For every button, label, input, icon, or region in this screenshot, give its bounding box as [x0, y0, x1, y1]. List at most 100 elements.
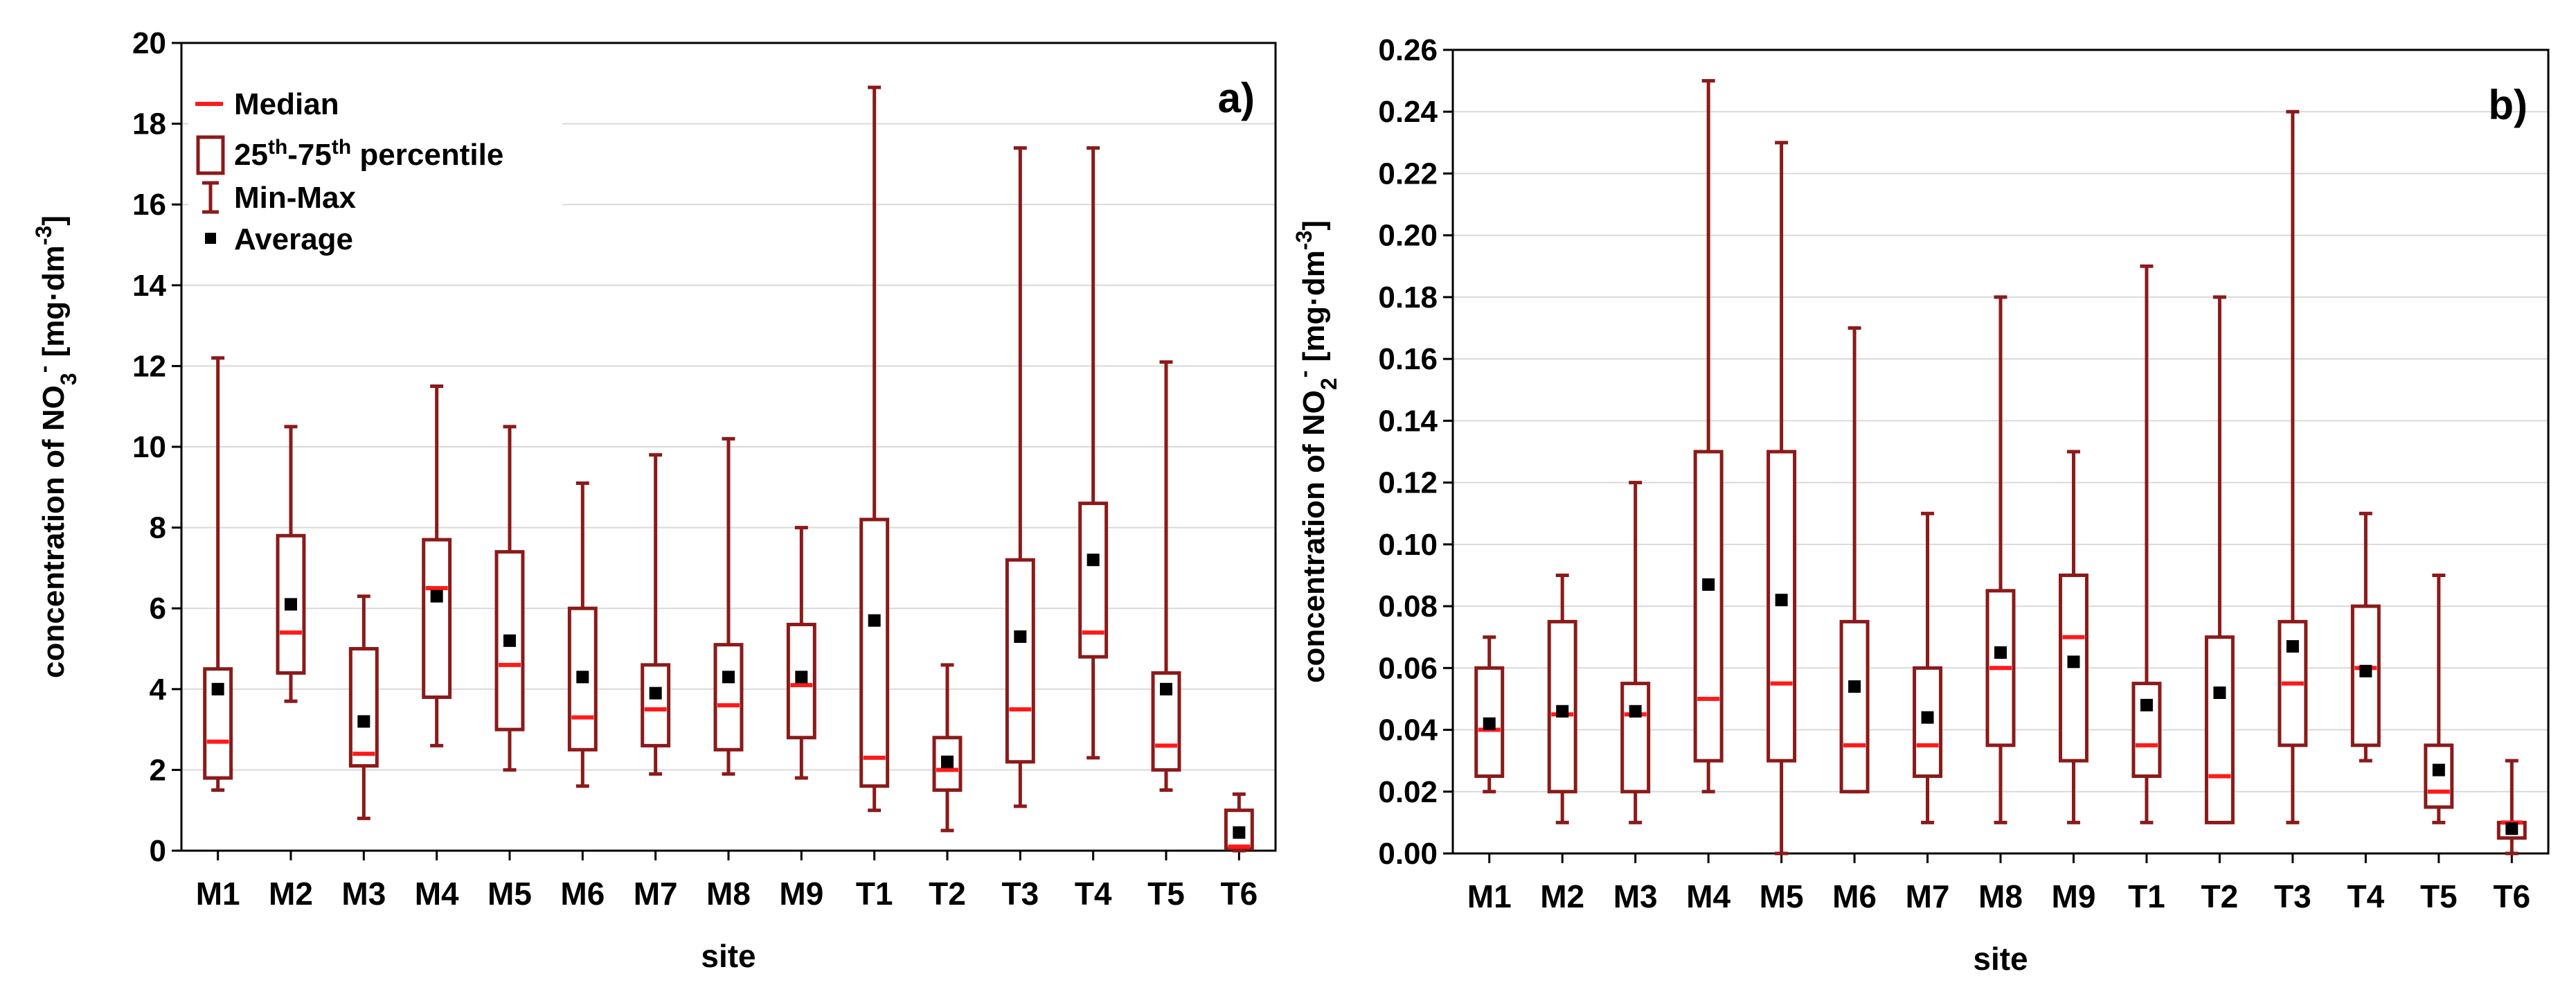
box-T6	[1224, 792, 1254, 853]
x-tick-label: M1	[1467, 878, 1512, 914]
y-tick-label: 0.16	[1378, 342, 1438, 376]
y-tick-label: 0	[150, 834, 166, 868]
legend-background	[188, 55, 562, 256]
box-T4	[2350, 511, 2381, 763]
mean-marker	[1702, 578, 1715, 591]
box-T3	[2278, 109, 2308, 824]
x-tick-label: M8	[1978, 878, 2023, 914]
x-tick-label: T1	[2128, 878, 2165, 914]
box-M5	[494, 425, 525, 772]
y-tick-label: 0.12	[1378, 466, 1438, 500]
x-tick-label: T4	[2347, 878, 2384, 914]
y-tick-label: 0.14	[1378, 404, 1438, 438]
y-tick-label: 0.22	[1378, 157, 1438, 191]
mean-marker	[2359, 664, 2372, 677]
x-tick-label: M4	[1686, 878, 1730, 914]
x-tick-label: T2	[929, 876, 966, 912]
y-tick-label: 20	[132, 26, 166, 60]
box-M1	[1474, 635, 1505, 794]
box-M4	[1693, 79, 1724, 794]
mean-marker	[211, 682, 224, 696]
iqr-box	[713, 643, 744, 752]
legend: Median 25th-75th percentile Min-Max Average	[188, 55, 562, 256]
mean-marker	[1629, 705, 1642, 718]
x-tick-label: T5	[1147, 876, 1185, 912]
y-tick-label: 0.06	[1378, 651, 1438, 685]
box-T6	[2496, 759, 2527, 856]
x-tick-label: T5	[2420, 878, 2458, 914]
y-tick-label: 0.02	[1378, 775, 1438, 809]
box-T2	[2204, 295, 2235, 824]
x-tick-label: M6	[560, 876, 605, 912]
mean-marker	[2505, 822, 2519, 835]
mean-marker	[2067, 655, 2080, 668]
box-M9	[786, 526, 816, 780]
mean-marker	[1086, 553, 1100, 567]
mean-marker	[649, 687, 662, 700]
x-tick-label: T6	[1220, 876, 1258, 912]
x-tick-label: M7	[634, 876, 678, 912]
x-tick-label: M4	[415, 876, 459, 912]
panel-label: b)	[2488, 82, 2528, 128]
y-tick-label: 4	[150, 673, 167, 707]
y-tick-label: 8	[150, 511, 166, 545]
x-tick-label: T3	[2274, 878, 2311, 914]
legend-average-swatch	[205, 233, 216, 244]
y-tick-label: 12	[132, 349, 166, 383]
mean-marker	[357, 715, 370, 728]
box-M8	[1985, 295, 2016, 824]
mean-marker	[722, 671, 735, 684]
panel-label: a)	[1218, 75, 1255, 121]
y-axis-title: concentration of NO2- [mg·dm-3]	[1291, 220, 1341, 683]
panel-b-chart: 0.00 0.02 0.04 0.06 0.08 0.10 0.12 0.14 0.16 0.18…	[1291, 33, 2550, 977]
iqr-box	[1005, 558, 1035, 764]
x-tick-label: M7	[1906, 878, 1950, 914]
x-tick-label: M5	[1760, 878, 1804, 914]
box-M5	[1766, 141, 1797, 856]
mean-marker	[1848, 680, 1861, 693]
box-M7	[641, 453, 671, 776]
x-tick-label: T2	[2201, 878, 2239, 914]
legend-box-swatch	[196, 135, 225, 175]
box-M6	[1839, 326, 1870, 794]
y-tick-label: 16	[132, 188, 166, 222]
mean-marker	[2432, 763, 2445, 777]
legend-minmax-label: Min-Max	[234, 181, 357, 215]
x-tick-label: M9	[2052, 878, 2096, 914]
box-T5	[2424, 573, 2454, 824]
mean-marker	[285, 598, 297, 611]
y-tick-label: 2	[150, 753, 166, 787]
legend-percentile-label: 25th-75th percentile	[234, 136, 503, 172]
x-tick-label: M8	[706, 876, 751, 912]
iqr-box	[2350, 604, 2381, 747]
iqr-box	[1839, 619, 1870, 794]
x-tick-label: M5	[488, 876, 532, 912]
y-tick-label: 0.04	[1378, 714, 1438, 747]
legend-median-label: Median	[234, 87, 339, 121]
x-tick-label: M2	[1540, 878, 1584, 914]
mean-marker	[430, 590, 443, 603]
mean-marker	[1775, 594, 1788, 607]
x-axis-title: site	[1973, 941, 2028, 977]
iqr-box	[2131, 682, 2162, 778]
mean-marker	[1014, 630, 1027, 644]
box-M8	[713, 436, 744, 776]
x-tick-label: T1	[856, 876, 893, 912]
iqr-box	[2204, 635, 2235, 824]
iqr-box	[641, 663, 671, 747]
x-tick-label: M6	[1832, 878, 1877, 914]
x-axis-title: site	[701, 938, 755, 974]
x-tick-label: M3	[1613, 878, 1658, 914]
x-tick-label: M1	[196, 876, 240, 912]
box-M3	[1620, 481, 1651, 824]
iqr-box	[859, 517, 890, 788]
box-M4	[422, 384, 452, 747]
box-M2	[276, 425, 306, 703]
mean-marker	[941, 755, 954, 768]
x-tick-label: T4	[1075, 876, 1112, 912]
mean-marker	[1556, 705, 1569, 718]
box-M9	[2058, 450, 2088, 824]
box-M1	[203, 356, 233, 792]
mean-marker	[1233, 826, 1246, 839]
